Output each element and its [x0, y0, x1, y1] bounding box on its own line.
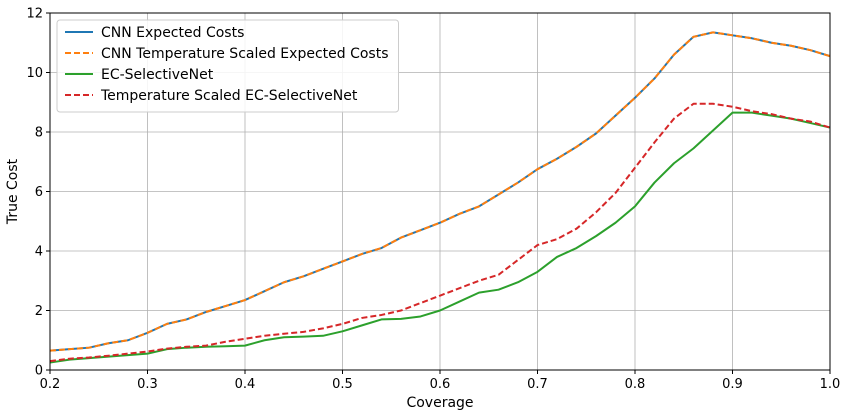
legend-label: EC-SelectiveNet [101, 67, 214, 83]
series-layer [49, 31, 831, 364]
y-tick-label: 8 [35, 126, 43, 141]
legend-label: CNN Expected Costs [101, 25, 244, 41]
y-tick-label: 0 [35, 364, 43, 379]
x-tick-label: 0.4 [235, 377, 256, 392]
y-tick-label: 10 [26, 66, 43, 81]
x-tick-label: 0.3 [137, 377, 158, 392]
y-tick-label: 6 [35, 185, 43, 200]
x-tick-label: 0.7 [527, 377, 548, 392]
y-axis-label: True Cost [5, 158, 21, 225]
legend-label: Temperature Scaled EC-SelectiveNet [100, 88, 358, 104]
y-axis-ticks: 0 2 4 6 8 10 12 [26, 7, 50, 379]
x-tick-label: 0.8 [625, 377, 646, 392]
x-axis-ticks: 0.2 0.3 0.4 0.5 0.6 0.7 0.8 0.9 1.0 [40, 370, 841, 392]
y-tick-label: 4 [35, 245, 43, 260]
legend-box [56, 19, 399, 113]
x-tick-label: 0.9 [722, 377, 743, 392]
series-line-4 [49, 102, 831, 363]
y-tick-label: 12 [26, 7, 43, 22]
x-axis-label: Coverage [406, 395, 473, 411]
legend-label: CNN Temperature Scaled Expected Costs [101, 46, 389, 62]
x-tick-label: 0.2 [40, 377, 61, 392]
legend: CNN Expected Costs CNN Temperature Scaled… [56, 19, 399, 113]
x-tick-label: 1.0 [820, 377, 841, 392]
series-line-1 [49, 31, 831, 352]
x-tick-label: 0.5 [332, 377, 353, 392]
x-tick-label: 0.6 [430, 377, 451, 392]
y-tick-label: 2 [35, 304, 43, 319]
